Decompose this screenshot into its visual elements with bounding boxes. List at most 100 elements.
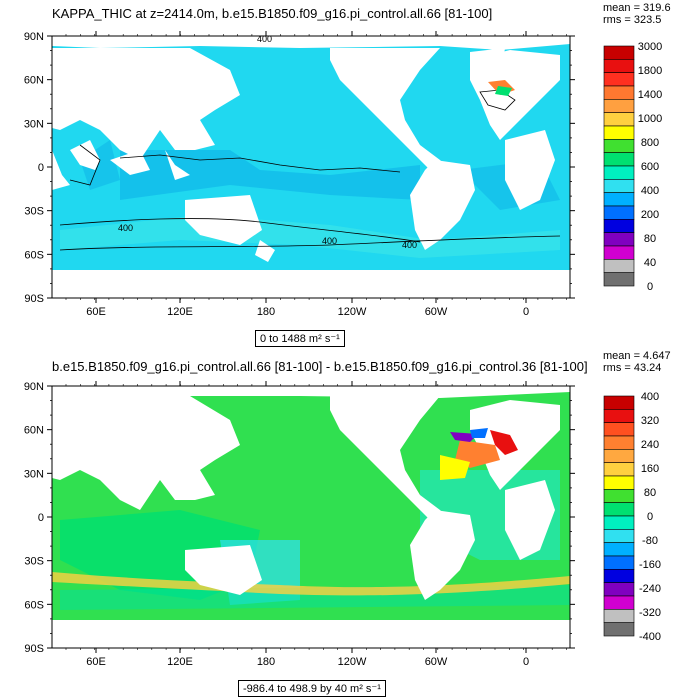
panel2-hotspot-yellow bbox=[440, 455, 470, 480]
panel1-hotspot bbox=[495, 86, 512, 96]
lat-label: 0 bbox=[38, 512, 44, 524]
colorbar-box bbox=[603, 179, 635, 193]
colorbar-label: 1400 bbox=[638, 89, 662, 101]
colorbar-label: 240 bbox=[641, 439, 659, 451]
panel2-hotspot-red bbox=[490, 430, 518, 455]
panel1-contour-label: 400 bbox=[322, 236, 337, 246]
lon-label: 60W bbox=[425, 306, 448, 318]
colorbar-box bbox=[603, 449, 635, 463]
colorbar-label: 0 bbox=[647, 281, 653, 293]
colorbar-label: 1800 bbox=[638, 65, 662, 77]
colorbar-box bbox=[603, 462, 635, 477]
colorbar-box bbox=[603, 622, 635, 637]
lon-label: 180 bbox=[257, 306, 275, 318]
colorbar-box bbox=[603, 582, 635, 597]
colorbar-box bbox=[603, 112, 635, 127]
colorbar-box bbox=[603, 165, 635, 180]
lat-label: 30N bbox=[24, 468, 44, 480]
panel1-contour-label: 400 bbox=[257, 34, 272, 44]
colorbar-label: 40 bbox=[644, 257, 656, 269]
panel2-title: b.e15.B1850.f09_g16.pi_control.all.66 [8… bbox=[52, 359, 588, 374]
panel1-range-box: 0 to 1488 m² s⁻¹ bbox=[255, 330, 345, 347]
panel1-title: KAPPA_THIC at z=2414.0m, b.e15.B1850.f09… bbox=[52, 6, 493, 21]
colorbar-box bbox=[603, 272, 635, 287]
lat-label: 90S bbox=[24, 643, 44, 655]
panel1-land bbox=[52, 36, 570, 298]
colorbar-box bbox=[603, 569, 635, 583]
colorbar-label: 80 bbox=[644, 487, 656, 499]
panel2-hotspot-orange bbox=[455, 440, 500, 468]
lat-label: 30N bbox=[24, 118, 44, 130]
lat-label: 30S bbox=[24, 556, 44, 568]
lat-label: 90N bbox=[24, 31, 44, 43]
colorbar-box bbox=[603, 529, 635, 543]
panel2-hotspot-blue bbox=[470, 428, 488, 438]
colorbar-box bbox=[603, 595, 635, 610]
colorbar-label: 80 bbox=[644, 233, 656, 245]
colorbar-box bbox=[603, 259, 635, 273]
panel2-band-pos bbox=[52, 572, 570, 596]
lon-label: 120W bbox=[338, 656, 367, 668]
colorbar-box bbox=[603, 59, 635, 73]
lat-label: 30S bbox=[24, 206, 44, 218]
panel1-stats: mean = 319.6 rms = 323.5 bbox=[603, 2, 671, 26]
colorbar-box bbox=[603, 72, 635, 87]
panel1-region-200-600 bbox=[120, 150, 420, 200]
colorbar-box bbox=[603, 139, 635, 153]
colorbar-label: 0 bbox=[647, 511, 653, 523]
lon-label: 180 bbox=[257, 656, 275, 668]
panel1-contour-label: 400 bbox=[402, 240, 417, 250]
colorbar-box bbox=[603, 435, 635, 450]
colorbar-box bbox=[603, 409, 635, 423]
colorbar-box bbox=[603, 395, 635, 410]
panel2-field bbox=[52, 386, 570, 648]
colorbar-box bbox=[603, 515, 635, 530]
colorbar-box bbox=[603, 502, 635, 517]
lat-label: 90S bbox=[24, 293, 44, 305]
colorbar-box bbox=[603, 219, 635, 233]
panel1-contour-label: 400 bbox=[118, 223, 133, 233]
lon-label: 60E bbox=[86, 656, 106, 668]
colorbar-box bbox=[603, 555, 635, 570]
colorbar-label: 1000 bbox=[638, 113, 662, 125]
colorbar-label: -160 bbox=[639, 559, 661, 571]
lon-label: 120E bbox=[167, 306, 193, 318]
panel2-land bbox=[52, 386, 570, 648]
colorbar-box bbox=[603, 542, 635, 557]
panel2-rms: rms = 43.24 bbox=[603, 362, 662, 374]
lat-label: 0 bbox=[38, 162, 44, 174]
panel2-mean: mean = 4.647 bbox=[603, 350, 671, 362]
colorbar-label: 160 bbox=[641, 463, 659, 475]
lat-label: 60S bbox=[24, 599, 44, 611]
panel2-stats: mean = 4.647 rms = 43.24 bbox=[603, 350, 671, 374]
colorbar-box bbox=[603, 475, 635, 490]
colorbar-label: 400 bbox=[641, 185, 659, 197]
lon-label: 0 bbox=[523, 656, 529, 668]
panel1-region-200-600 bbox=[80, 140, 120, 190]
panel1-rms: rms = 323.5 bbox=[603, 14, 662, 26]
colorbar-box bbox=[603, 99, 635, 113]
lat-label: 60N bbox=[24, 425, 44, 437]
lat-label: 60N bbox=[24, 75, 44, 87]
axis-ticks: 90N 60N 30N 0 30S 60S 90S 60E 120E 180 120W 60W 0 90N… bbox=[24, 31, 575, 668]
lat-label: 60S bbox=[24, 249, 44, 261]
colorbar-box bbox=[603, 609, 635, 623]
panel1-contours bbox=[59, 89, 561, 251]
colorbar-label: -320 bbox=[639, 607, 661, 619]
lon-label: 0 bbox=[523, 306, 529, 318]
panel1-region-200-600 bbox=[60, 215, 560, 258]
colorbar-label: -80 bbox=[642, 535, 658, 547]
lon-label: 60E bbox=[86, 306, 106, 318]
colorbar-label: 400 bbox=[641, 391, 659, 403]
colorbar-box bbox=[603, 232, 635, 247]
colorbar-box bbox=[603, 152, 635, 167]
colorbar-box bbox=[603, 85, 635, 100]
panel1-field: 400 400 400 400 bbox=[52, 34, 570, 298]
colorbar-label: 800 bbox=[641, 137, 659, 149]
colorbar-box bbox=[603, 489, 635, 503]
colorbar-label: -240 bbox=[639, 583, 661, 595]
colorbar-label: -400 bbox=[639, 631, 661, 643]
colorbar-box bbox=[603, 125, 635, 140]
colorbar-box bbox=[603, 205, 635, 220]
